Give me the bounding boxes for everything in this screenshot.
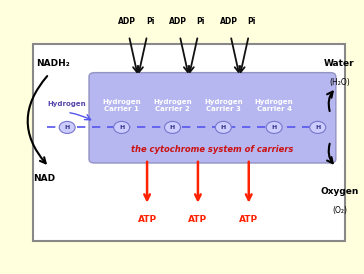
Text: H: H: [272, 125, 277, 130]
Text: H: H: [64, 125, 70, 130]
Text: Pi: Pi: [248, 17, 256, 26]
Text: ADP: ADP: [220, 17, 238, 26]
Text: H: H: [221, 125, 226, 130]
Text: Hydrogen
Carrier 1: Hydrogen Carrier 1: [102, 99, 141, 112]
Circle shape: [165, 121, 181, 133]
Text: Hydrogen
Carrier 3: Hydrogen Carrier 3: [204, 99, 243, 112]
Text: Hydrogen
Carrier 2: Hydrogen Carrier 2: [153, 99, 192, 112]
Text: Pi: Pi: [146, 17, 154, 26]
Text: NADH₂: NADH₂: [36, 59, 70, 67]
Text: Hydrogen
Carrier 4: Hydrogen Carrier 4: [255, 99, 293, 112]
Text: ADP: ADP: [118, 17, 136, 26]
Text: H: H: [170, 125, 175, 130]
Circle shape: [59, 121, 75, 133]
Text: ADP: ADP: [169, 17, 187, 26]
Text: ATP: ATP: [239, 215, 258, 224]
Circle shape: [215, 121, 232, 133]
Text: ATP: ATP: [188, 215, 207, 224]
Text: (H₂O): (H₂O): [329, 78, 350, 87]
Text: (O₂): (O₂): [332, 207, 347, 215]
Text: H: H: [119, 125, 124, 130]
FancyBboxPatch shape: [33, 44, 345, 241]
Text: the cytochrome system of carriers: the cytochrome system of carriers: [131, 145, 294, 154]
Text: Water: Water: [324, 59, 355, 67]
Text: H: H: [315, 125, 320, 130]
Text: ATP: ATP: [138, 215, 157, 224]
Text: Pi: Pi: [197, 17, 205, 26]
FancyBboxPatch shape: [89, 73, 336, 163]
Circle shape: [310, 121, 326, 133]
Text: Oxygen: Oxygen: [320, 187, 359, 196]
Circle shape: [266, 121, 282, 133]
Circle shape: [114, 121, 130, 133]
Text: Hydrogen: Hydrogen: [48, 101, 87, 107]
Text: NAD: NAD: [33, 174, 55, 182]
